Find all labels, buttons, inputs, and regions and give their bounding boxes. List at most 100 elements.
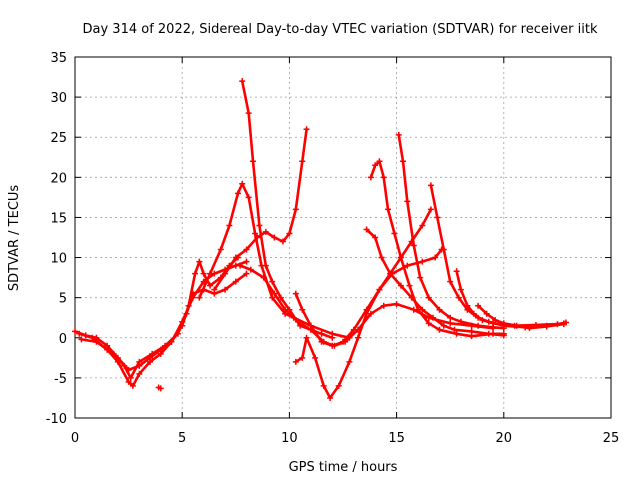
data-point [232, 254, 239, 261]
data-point [355, 334, 362, 341]
data-point [136, 358, 143, 365]
data-point [376, 286, 383, 293]
grid [75, 57, 611, 418]
data-point [299, 306, 306, 313]
data-point [277, 294, 284, 301]
data-point [262, 228, 269, 235]
data-point [380, 174, 387, 181]
data-point [136, 370, 143, 377]
data-point [271, 290, 278, 297]
data-point [226, 222, 233, 229]
y-tick-label: 35 [50, 51, 67, 66]
data-point [436, 306, 443, 313]
data-point [189, 290, 196, 297]
data-point [543, 323, 550, 330]
data-point [243, 246, 250, 253]
data-point [378, 254, 385, 261]
data-point [292, 206, 299, 213]
x-tick-label: 5 [178, 431, 186, 446]
x-tick-label: 10 [281, 431, 298, 446]
data-point [397, 254, 404, 261]
data-point [470, 310, 477, 317]
data-point [346, 358, 353, 365]
series-track-rise-12 [294, 208, 433, 348]
data-point [350, 326, 357, 333]
data-point [408, 294, 415, 301]
data-point [419, 306, 426, 313]
data-point [400, 158, 407, 165]
data-point [125, 378, 132, 385]
data-point [395, 131, 402, 138]
data-point [397, 282, 404, 289]
data-point [447, 320, 454, 327]
y-tick-label: 5 [59, 292, 67, 307]
y-tick-label: 30 [50, 91, 67, 106]
data-point [457, 286, 464, 293]
data-point [292, 290, 299, 297]
data-point [492, 317, 499, 324]
x-tick-label: 15 [388, 431, 405, 446]
data-point [425, 294, 432, 301]
y-tick-label: 10 [50, 252, 67, 267]
data-point [222, 286, 229, 293]
series-track-early-3 [80, 272, 248, 380]
data-point [447, 314, 454, 321]
data-point [239, 180, 246, 187]
data-point [391, 230, 398, 237]
data-point [367, 174, 374, 181]
data-point [363, 226, 370, 233]
data-point [286, 230, 293, 237]
data-point [500, 332, 507, 339]
data-point [455, 294, 462, 301]
data-point [430, 314, 437, 321]
data-point [307, 322, 314, 329]
data-point [393, 301, 400, 308]
data-point [239, 78, 246, 85]
data-point [440, 246, 447, 253]
data-point [217, 246, 224, 253]
data-point [406, 282, 413, 289]
y-tick-label: -5 [54, 372, 67, 387]
data-point [434, 214, 441, 221]
data-point [127, 374, 134, 381]
data-point [329, 334, 336, 341]
y-tick-label: 25 [50, 131, 67, 146]
data-point [78, 336, 85, 343]
data-point [436, 326, 443, 333]
data-point [483, 310, 490, 317]
y-tick-label: -10 [46, 412, 67, 427]
series-track-dip [294, 248, 443, 400]
y-tick-label: 15 [50, 211, 67, 226]
data-point [232, 278, 239, 285]
x-tick-label: 20 [496, 431, 513, 446]
data-point [183, 310, 190, 317]
data-point [254, 234, 261, 241]
data-point [372, 234, 379, 241]
data-point [419, 258, 426, 265]
data-point [211, 286, 218, 293]
y-tick-label: 0 [59, 332, 67, 347]
data-point [464, 302, 471, 309]
data-point [312, 354, 319, 361]
data-point [320, 382, 327, 389]
data-point [256, 222, 263, 229]
data-point [427, 182, 434, 189]
data-point [245, 110, 252, 117]
data-point [260, 274, 267, 281]
data-point [282, 306, 289, 313]
data-point [252, 230, 259, 237]
x-axis-label: GPS time / hours [289, 460, 398, 475]
data-point [174, 330, 181, 337]
data-point [526, 325, 533, 332]
data-point [207, 270, 214, 277]
chart-title: Day 314 of 2022, Sidereal Day-to-day VTE… [83, 22, 598, 37]
data-point [387, 270, 394, 277]
data-point [447, 278, 454, 285]
data-point [513, 322, 520, 329]
series-track-8 [455, 269, 568, 327]
data-point [475, 302, 482, 309]
data-point [303, 126, 310, 133]
data-point [451, 326, 458, 333]
data-point [292, 358, 299, 365]
